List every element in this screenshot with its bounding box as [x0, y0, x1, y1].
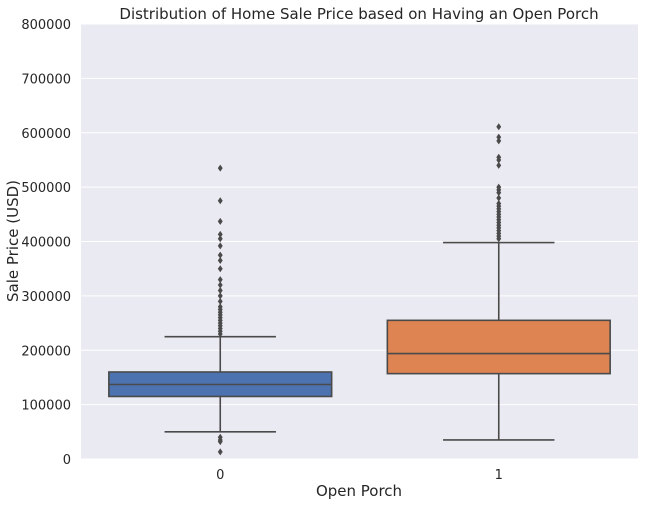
outlier-point — [496, 153, 502, 161]
outlier-point — [217, 303, 223, 311]
outlier-point — [217, 242, 223, 250]
outlier-point — [496, 194, 502, 202]
outlier-point — [496, 183, 502, 191]
grid-lines — [81, 23, 638, 460]
boxes-group — [108, 123, 611, 456]
iqr-box — [386, 319, 611, 375]
y-tick-label: 400000 — [21, 236, 71, 251]
y-axis-label: Sale Price (USD) — [4, 180, 22, 302]
outlier-point — [217, 230, 223, 238]
outlier-point — [217, 433, 223, 441]
x-axis-label: Open Porch — [316, 482, 402, 500]
outlier-point — [217, 276, 223, 284]
outlier-point — [217, 257, 223, 265]
y-tick-label: 800000 — [21, 18, 71, 33]
outlier-point — [217, 197, 223, 205]
x-tick-label: 0 — [216, 468, 224, 483]
x-tick-label: 1 — [495, 468, 503, 483]
outlier-point — [496, 161, 502, 169]
outlier-point — [217, 292, 223, 300]
y-axis-ticks: 0 100000 200000 300000 400000 500000 600000 700… — [21, 18, 71, 468]
y-tick-label: 100000 — [21, 399, 71, 414]
y-tick-label: 300000 — [21, 290, 71, 305]
y-tick-label: 200000 — [21, 344, 71, 359]
outlier-point — [496, 199, 502, 207]
outlier-point — [496, 137, 502, 145]
outlier-point — [217, 286, 223, 294]
chart-title: Distribution of Home Sale Price based on… — [119, 5, 598, 23]
outlier-point — [217, 448, 223, 456]
y-tick-label: 700000 — [21, 72, 71, 87]
outlier-point — [217, 217, 223, 225]
y-tick-label: 500000 — [21, 181, 71, 196]
outlier-point — [496, 133, 502, 141]
outlier-point — [217, 251, 223, 259]
outlier-point — [217, 235, 223, 243]
outlier-point — [217, 281, 223, 289]
box-1 — [386, 123, 611, 441]
y-tick-label: 0 — [63, 453, 71, 468]
box-0 — [108, 164, 333, 456]
outlier-point — [217, 265, 223, 273]
y-tick-label: 600000 — [21, 127, 71, 142]
outlier-point — [496, 123, 502, 131]
outlier-point — [217, 164, 223, 172]
outlier-point — [217, 297, 223, 305]
